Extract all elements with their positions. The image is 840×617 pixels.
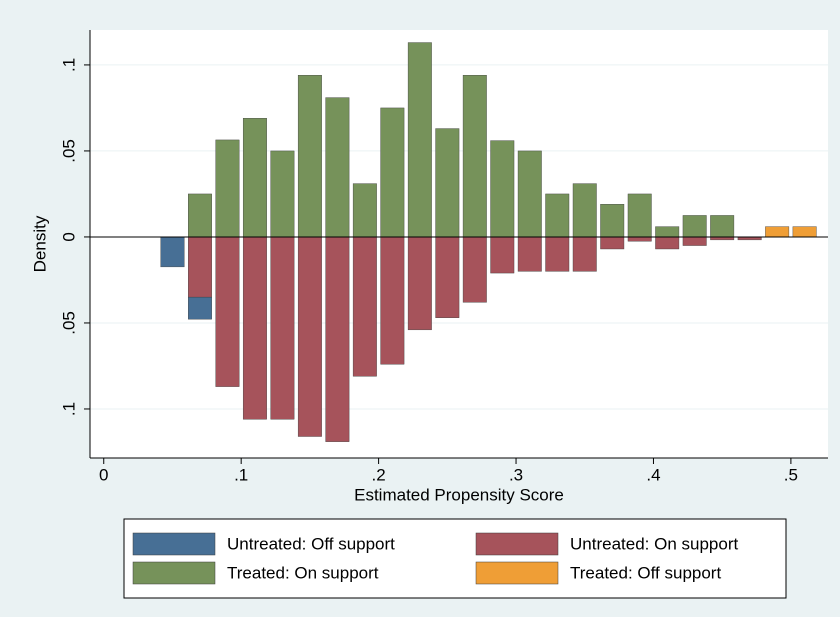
bar [710, 215, 735, 238]
bar [627, 193, 652, 238]
y-tick-label: 0 [59, 232, 78, 241]
y-tick-label: .05 [59, 139, 78, 163]
bar [242, 236, 267, 420]
bar [407, 236, 432, 331]
bar [655, 236, 680, 250]
x-tick-label: 0 [99, 465, 108, 484]
y-tick-label: .1 [59, 58, 78, 72]
bar [435, 128, 460, 238]
x-tick-label: .4 [646, 465, 660, 484]
legend-swatch [475, 561, 559, 585]
bar [545, 193, 570, 238]
bar [270, 150, 295, 238]
bar [297, 75, 322, 238]
legend-swatch [132, 532, 216, 556]
legend-swatch [475, 532, 559, 556]
y-axis-title: Density [30, 215, 49, 272]
bar [490, 236, 515, 274]
bar [682, 215, 707, 238]
bar [600, 236, 625, 250]
y-tick-label: .1 [59, 402, 78, 416]
bar [215, 236, 240, 387]
x-tick-label: .5 [784, 465, 798, 484]
bar [572, 236, 597, 272]
bar [325, 236, 350, 442]
bar [352, 236, 377, 377]
bar [545, 236, 570, 272]
x-tick-label: .1 [234, 465, 248, 484]
bar [188, 296, 212, 320]
legend-swatch [132, 561, 216, 585]
bar [297, 236, 322, 437]
bar [517, 236, 542, 272]
x-tick-label: .2 [372, 465, 386, 484]
bar [352, 183, 377, 238]
bar [655, 226, 680, 238]
bar [462, 75, 487, 238]
y-tick-label: .05 [59, 311, 78, 335]
legend-label: Treated: On support [227, 563, 379, 582]
bar [600, 204, 625, 238]
legend [123, 518, 787, 599]
legend-label: Untreated: On support [570, 534, 738, 553]
bar [270, 236, 295, 420]
bar [325, 97, 350, 238]
bar [380, 107, 405, 238]
legend-label: Treated: Off support [570, 563, 721, 582]
bar [242, 118, 267, 238]
bar [188, 193, 212, 238]
bar [160, 236, 185, 268]
x-axis-title: Estimated Propensity Score [354, 485, 564, 504]
bar [792, 226, 817, 238]
bar [462, 236, 487, 303]
bar [682, 236, 707, 246]
bar [380, 236, 405, 365]
legend-label: Untreated: Off support [227, 534, 395, 553]
bar [407, 42, 432, 238]
x-tick-label: .3 [509, 465, 523, 484]
bar [435, 236, 460, 318]
bar [188, 236, 212, 298]
bar [490, 140, 515, 238]
bar [765, 226, 790, 238]
bar [627, 236, 652, 242]
bar [517, 150, 542, 238]
bar [572, 183, 597, 238]
bar [215, 139, 240, 238]
